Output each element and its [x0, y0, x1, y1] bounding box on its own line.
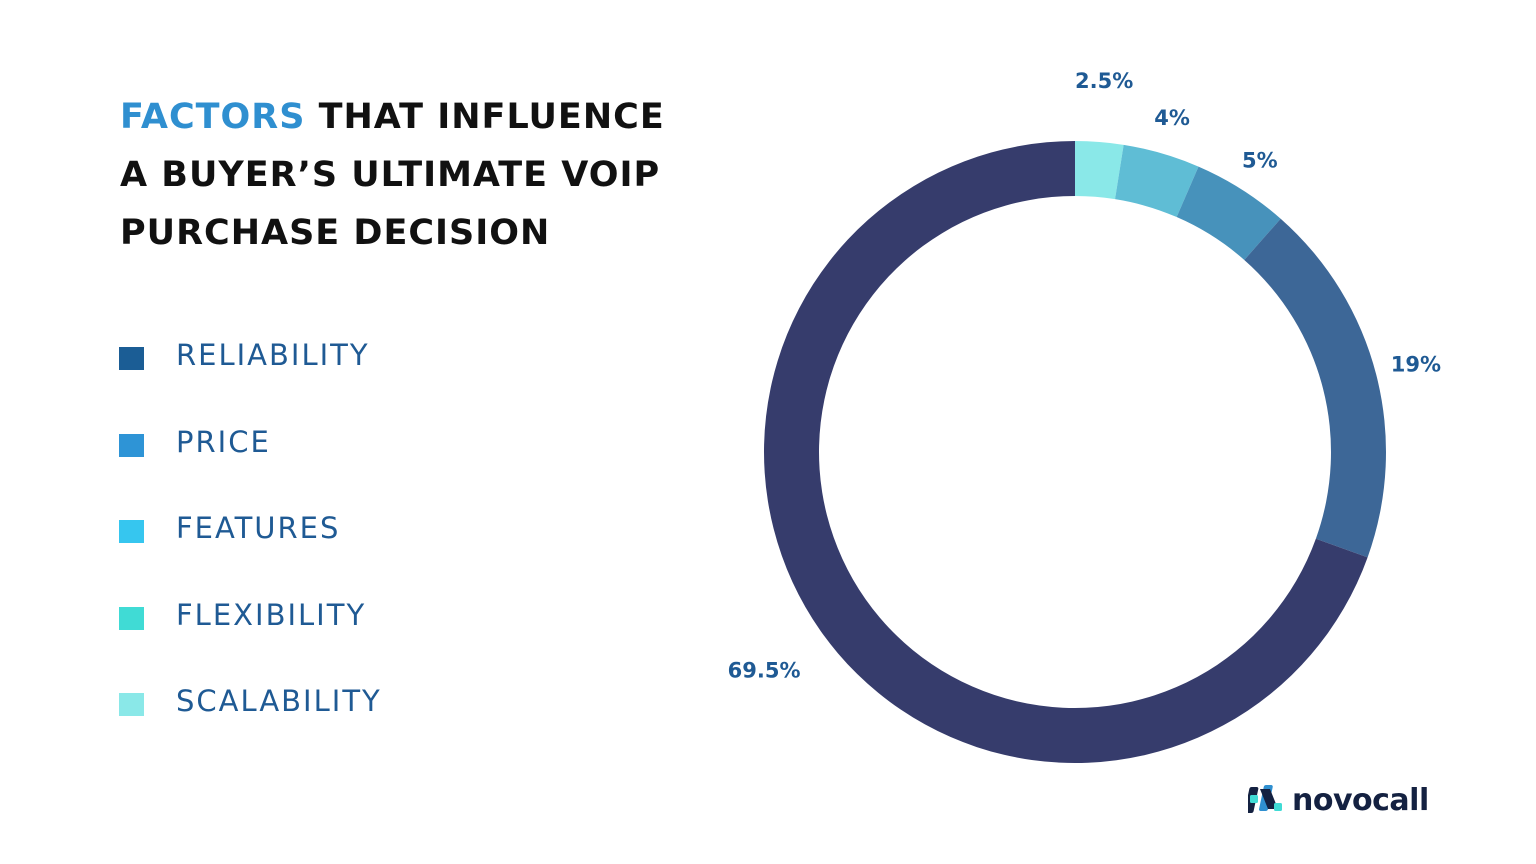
novocall-logo-icon [1248, 785, 1282, 813]
page-title: FACTORS THAT INFLUENCE A BUYER’S ULTIMATE… [120, 88, 720, 262]
legend-label: SCALABILITY [176, 684, 382, 718]
legend-swatch [119, 520, 144, 543]
title-line2: A BUYER’S ULTIMATE VOIP [120, 155, 661, 195]
donut-slice-scalability [1075, 141, 1124, 200]
donut-slice-price [1244, 218, 1386, 558]
title-line1-rest: THAT INFLUENCE [305, 97, 665, 137]
legend-swatch [119, 347, 144, 370]
novocall-logo: novocall [1248, 780, 1429, 820]
data-label-scalability: 2.5% [1075, 69, 1133, 93]
data-label-features: 5% [1242, 149, 1278, 173]
legend-label: FEATURES [176, 511, 341, 545]
donut-slice-features [1176, 166, 1281, 260]
donut-slice-flexibility [1115, 144, 1199, 218]
legend-swatch [119, 433, 144, 457]
title-accent: FACTORS [120, 97, 306, 137]
title-line3: PURCHASE DECISION [120, 213, 551, 253]
legend-label: RELIABILITY [176, 338, 370, 372]
legend-swatch [119, 693, 144, 716]
data-label-reliability: 69.5% [728, 659, 801, 683]
logo-text: novocall [1292, 782, 1429, 818]
legend-label: FLEXIBILITY [176, 597, 367, 632]
legend-swatch [119, 606, 144, 630]
data-label-flexibility: 4% [1154, 106, 1190, 130]
data-label-price: 19% [1391, 352, 1441, 376]
legend-label: PRICE [176, 424, 271, 459]
